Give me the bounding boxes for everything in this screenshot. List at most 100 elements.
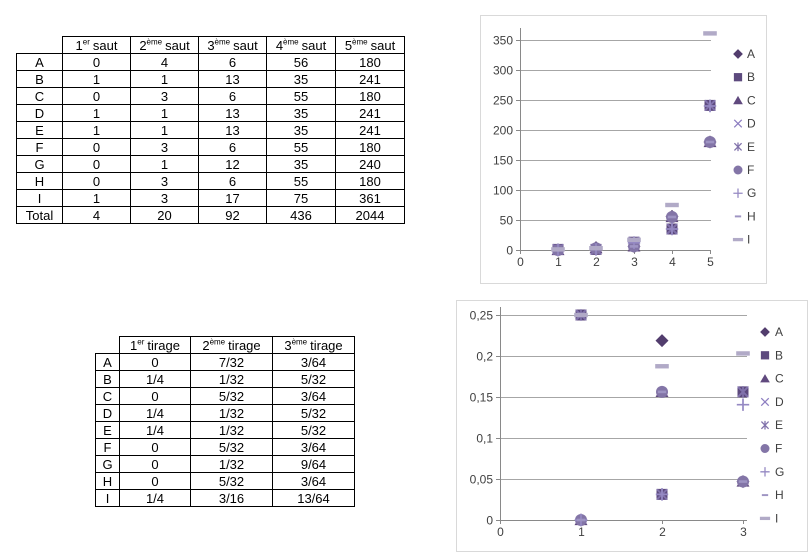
- table-cell: 4: [130, 53, 199, 71]
- table-row: I 1 3 17 75 361: [16, 189, 405, 207]
- table-cell: 1/32: [190, 455, 273, 473]
- table-row: G 0 1/32 9/64: [95, 455, 355, 473]
- row-label: D: [16, 104, 63, 122]
- row-label: G: [95, 455, 120, 473]
- legend-marker-E: [733, 142, 743, 152]
- table-cell: 55: [266, 172, 336, 190]
- row-label: I: [95, 489, 120, 507]
- table-cell: 13: [198, 104, 267, 122]
- y-tick-label: 100: [493, 184, 513, 198]
- row-label: A: [95, 353, 120, 371]
- legend-item-F: F: [760, 442, 782, 456]
- column-header: 3ème tirage: [272, 336, 355, 354]
- y-tick-label: 0: [486, 514, 493, 528]
- table-cell: 0: [62, 155, 131, 173]
- table-cell: 3/16: [190, 489, 273, 507]
- point-G-x5: [703, 99, 717, 113]
- table-cell: 6: [198, 87, 267, 105]
- saut-scatter-chart: 0 50 100 150 200 250 300 350 0 1 2 3 4 5 A B C D E F G H I: [480, 15, 767, 284]
- legend-item-E: E: [733, 140, 755, 154]
- header-ordinal-suffix: ème: [146, 37, 163, 47]
- table-cell: 6: [198, 53, 267, 71]
- table-cell: 12: [198, 155, 267, 173]
- column-header: 5ème saut: [335, 36, 405, 54]
- table-cell: 1: [130, 104, 199, 122]
- table-cell: 35: [266, 104, 336, 122]
- legend-label: G: [775, 465, 784, 479]
- table-row: B 1 1 13 35 241: [16, 70, 405, 88]
- table-cell: 0: [119, 472, 191, 490]
- legend-marker-B: [760, 351, 770, 360]
- x-tick-label: 3: [631, 255, 638, 269]
- legend-marker-A: [760, 327, 770, 337]
- header-ordinal-suffix: ème: [352, 37, 368, 47]
- x-tick-label: 0: [497, 525, 504, 539]
- table-cell: 9/64: [272, 455, 355, 473]
- x-tick-label: 1: [578, 525, 585, 539]
- table-cell: 0: [119, 438, 191, 456]
- x-tick-label: 0: [517, 255, 524, 269]
- legend-item-H: H: [734, 209, 756, 223]
- table-cell: 1/32: [190, 370, 273, 388]
- table-cell: 13: [198, 121, 267, 139]
- point-E-x3: [737, 386, 749, 398]
- legend-marker-A: [733, 49, 743, 59]
- y-tick-label: 0: [506, 244, 513, 258]
- legend-marker-B: [733, 73, 743, 82]
- table-cell: 5/32: [190, 472, 273, 490]
- row-label: C: [95, 387, 120, 405]
- table-cell: 1: [62, 189, 131, 207]
- y-tick-label: 0,25: [470, 309, 494, 323]
- table-cell: 3/64: [272, 472, 355, 490]
- table-cell: 0: [119, 353, 191, 371]
- y-tick-label: 0,2: [476, 350, 493, 364]
- table-header-row: 1er tirage 2ème tirage 3ème tirage: [95, 336, 355, 354]
- table-cell: 1: [62, 104, 131, 122]
- table-cell: 0: [62, 87, 131, 105]
- header-ordinal-suffix: er: [82, 37, 90, 47]
- header-ordinal: 5: [344, 37, 353, 53]
- legend-item-F: F: [733, 163, 754, 177]
- table-cell: 13: [198, 70, 267, 88]
- legend-marker-F: [760, 444, 770, 453]
- row-label: H: [16, 172, 63, 190]
- legend-label: H: [747, 209, 756, 223]
- column-header: 2ème saut: [130, 36, 199, 54]
- row-label: I: [16, 189, 63, 207]
- table-cell: 1: [62, 70, 131, 88]
- table-cell: 1/4: [119, 421, 191, 439]
- tirage-table: 1er tirage 2ème tirage 3ème tirage A 0 7/32 3/64 B…: [95, 336, 355, 507]
- table-cell: 1/4: [119, 370, 191, 388]
- table-cell: 3/64: [272, 353, 355, 371]
- header-ordinal: 1: [75, 37, 83, 53]
- table-cell: 0: [62, 53, 131, 71]
- header-ordinal: 2: [139, 37, 147, 53]
- table-row: F 0 5/32 3/64: [95, 438, 355, 456]
- legend-label: H: [775, 488, 784, 502]
- table-row: F 0 3 6 55 180: [16, 138, 405, 156]
- header-ordinal-suffix: ème: [209, 337, 226, 347]
- table-cell: 35: [266, 121, 336, 139]
- column-header: 2ème tirage: [190, 336, 273, 354]
- table-cell: 3/64: [272, 387, 355, 405]
- header-ordinal: 2: [202, 337, 210, 353]
- legend-item-I: I: [759, 511, 778, 525]
- header-ordinal: 3: [207, 37, 215, 53]
- table-row: B 1/4 1/32 5/32: [95, 370, 355, 388]
- legend-label: F: [747, 163, 754, 177]
- table-row-total: Total 4 20 92 436 2044: [16, 206, 405, 224]
- y-tick-label: 300: [493, 64, 513, 78]
- header-ordinal: 1: [130, 337, 138, 353]
- table-row: H 0 5/32 3/64: [95, 472, 355, 490]
- table-cell: 3/64: [272, 438, 355, 456]
- point-G-x3: [736, 398, 750, 411]
- y-tick-label: 0,05: [470, 473, 494, 487]
- table-cell: 3: [130, 172, 199, 190]
- row-label: A: [16, 53, 63, 71]
- legend-item-G: G: [760, 465, 784, 479]
- legend-label: B: [747, 70, 755, 84]
- table-row: D 1/4 1/32 5/32: [95, 404, 355, 422]
- legend-marker-G: [760, 467, 770, 477]
- table-row: D 1 1 13 35 241: [16, 104, 405, 122]
